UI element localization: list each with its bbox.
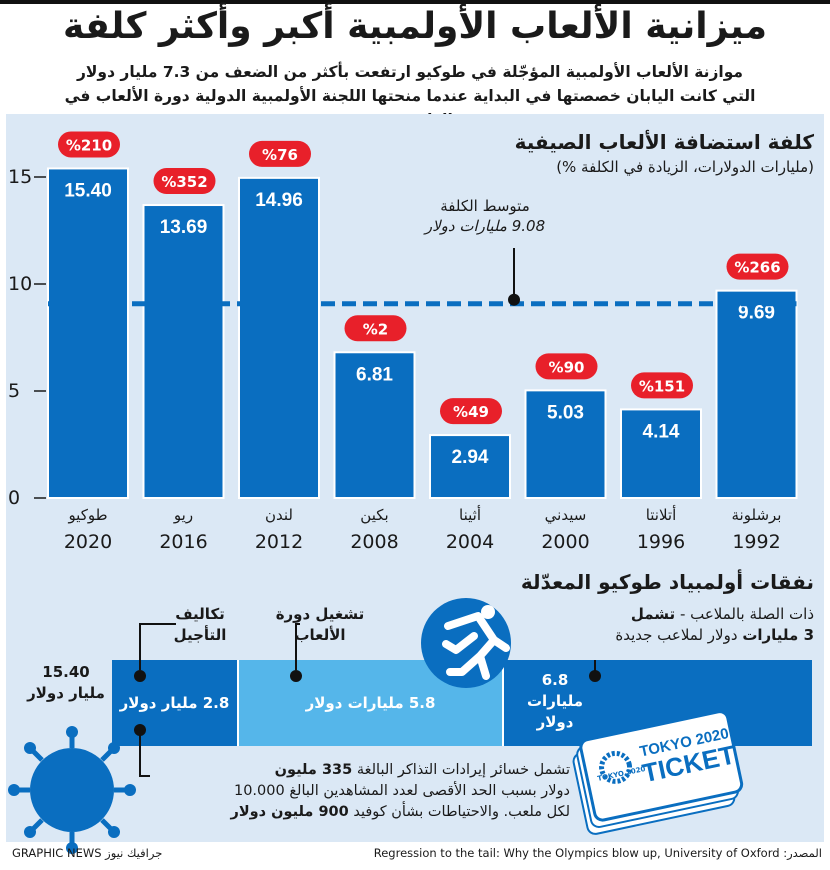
overrun-badge-label: %2 [363, 320, 388, 338]
x-year-label: 1992 [732, 531, 780, 553]
bar [47, 167, 129, 499]
x-category-label: برشلونة [732, 506, 782, 524]
overrun-badge-label: %210 [66, 136, 112, 154]
bar [715, 289, 798, 499]
page-subtitle: موازنة الألعاب الأولمبية المؤجّلة في طوك… [64, 63, 756, 129]
segment-postponement-label: 2.8 مليار دولار [119, 694, 230, 712]
average-label-title: متوسط الكلفة [440, 197, 530, 215]
x-category-label: طوكيو [67, 506, 107, 524]
covid-note: تشمل خسائر إيرادات التذاكر البالغة 335 م… [150, 760, 570, 823]
page-title: ميزانية الألعاب الأولمبية أكبر وأكثر كلف… [63, 6, 767, 47]
segment-operations: 5.8 مليارات دولار [237, 660, 502, 746]
x-category-label: بكين [360, 506, 388, 524]
caption-operations: تشغيل دورة الألعاب [275, 605, 365, 644]
bar-value-label: 5.03 [547, 402, 584, 423]
overrun-badge [344, 315, 407, 342]
overrun-badge-label: %90 [549, 358, 585, 376]
bar [524, 389, 607, 499]
venue-note-line1: ذات الصلة بالملاعب - [679, 605, 814, 623]
y-tick-label: 0 [8, 487, 20, 509]
overrun-badge [153, 168, 216, 195]
chart-subtitle: (مليارات الدولارات، الزيادة في الكلفة %) [556, 158, 814, 176]
overrun-badge [726, 253, 789, 280]
bar [333, 351, 416, 499]
segment-venues-label: 6.8 مليارات دولار [526, 671, 583, 731]
venue-note-bold2: 3 مليارات [742, 626, 814, 644]
overrun-badge-label: %76 [262, 146, 298, 164]
x-year-label: 2020 [64, 531, 112, 553]
segment-operations-label: 5.8 مليارات دولار [305, 694, 436, 712]
venue-note-bold: تشمل [630, 605, 676, 623]
bar-value-label: 6.81 [356, 364, 393, 385]
covid-note-line2: دولار بسبب الحد الأقصى لعدد المشاهدين ال… [233, 783, 570, 799]
covid-note-line3: لكل ملعب. والاحتياطات بشأن كوفيد [353, 804, 570, 820]
x-year-label: 2004 [446, 531, 494, 553]
chart-header: كلفة استضافة الألعاب الصيفية (مليارات ال… [515, 130, 814, 176]
x-year-label: 2012 [255, 531, 303, 553]
bar-value-label: 4.14 [643, 421, 680, 442]
x-category-label: ريو [173, 506, 193, 524]
x-year-label: 2008 [350, 531, 398, 553]
covid-note-line1: تشمل خسائر إيرادات التذاكر البالغة [356, 762, 570, 778]
overrun-badge-label: %151 [639, 377, 685, 395]
x-category-label: أثينا [459, 505, 481, 524]
bar [142, 204, 225, 499]
y-tick-label: 10 [8, 273, 32, 295]
breakdown-title: نفقات أولمبياد طوكيو المعدّلة [520, 570, 814, 594]
bar [238, 176, 320, 500]
chart-title: كلفة استضافة الألعاب الصيفية [514, 130, 814, 154]
covid-note-bold3: 900 مليون دولار [230, 804, 349, 820]
bar-value-label: 14.96 [255, 190, 303, 211]
bar-value-label: 15.40 [64, 180, 112, 201]
x-category-label: أتلانتا [646, 505, 677, 524]
overrun-badge [631, 372, 693, 399]
y-tick-label: 5 [8, 380, 20, 402]
bar [429, 434, 511, 500]
segment-postponement: 2.8 مليار دولار [112, 660, 237, 746]
bar-value-label: 2.94 [452, 447, 489, 468]
footer-source: المصدر: Regression to the tail: Why the … [373, 846, 822, 860]
x-category-label: سيدني [545, 506, 587, 525]
overrun-badge [535, 353, 598, 380]
bar-chart: 15 10 5 0 15.40 %210 طوكيو 2020 13.69 %352 ريو 2016… [8, 131, 798, 553]
venue-note: ذات الصلة بالملاعب - تشمل 3 مليارات دولا… [514, 604, 814, 646]
overrun-badge-label: %49 [453, 403, 489, 421]
venue-note-line2: دولار لملاعب جديدة [615, 626, 738, 644]
covid-note-bold1: 335 مليون [274, 762, 353, 778]
overrun-badge [249, 140, 311, 167]
average-label: متوسط الكلفة 9.08 مليارات دولار [400, 196, 570, 236]
total-cost: 15.40 مليار دولار [27, 663, 105, 702]
x-year-label: 2000 [541, 531, 589, 553]
segment-venues: 6.8 مليارات دولار [502, 660, 812, 746]
x-category-label: لندن [265, 506, 293, 524]
overrun-badge [440, 398, 502, 425]
bar [620, 408, 702, 499]
average-pointer-dot [508, 293, 520, 306]
bar-value-label: 13.69 [160, 217, 208, 238]
overrun-badge-label: %266 [734, 259, 780, 277]
caption-postponement: تكاليف التأجيل [173, 605, 227, 644]
footer-credit: GRAPHIC NEWS جرافيك نيوز [12, 846, 163, 860]
x-year-label: 1996 [637, 531, 685, 553]
top-rule [0, 0, 830, 4]
x-year-label: 2016 [159, 531, 207, 553]
overrun-badge [58, 131, 120, 158]
overrun-badge-label: %352 [161, 173, 207, 191]
y-tick-label: 15 [8, 166, 32, 188]
bar-value-label: 9.69 [738, 303, 775, 324]
average-label-value: 9.08 مليارات دولار [424, 217, 546, 235]
